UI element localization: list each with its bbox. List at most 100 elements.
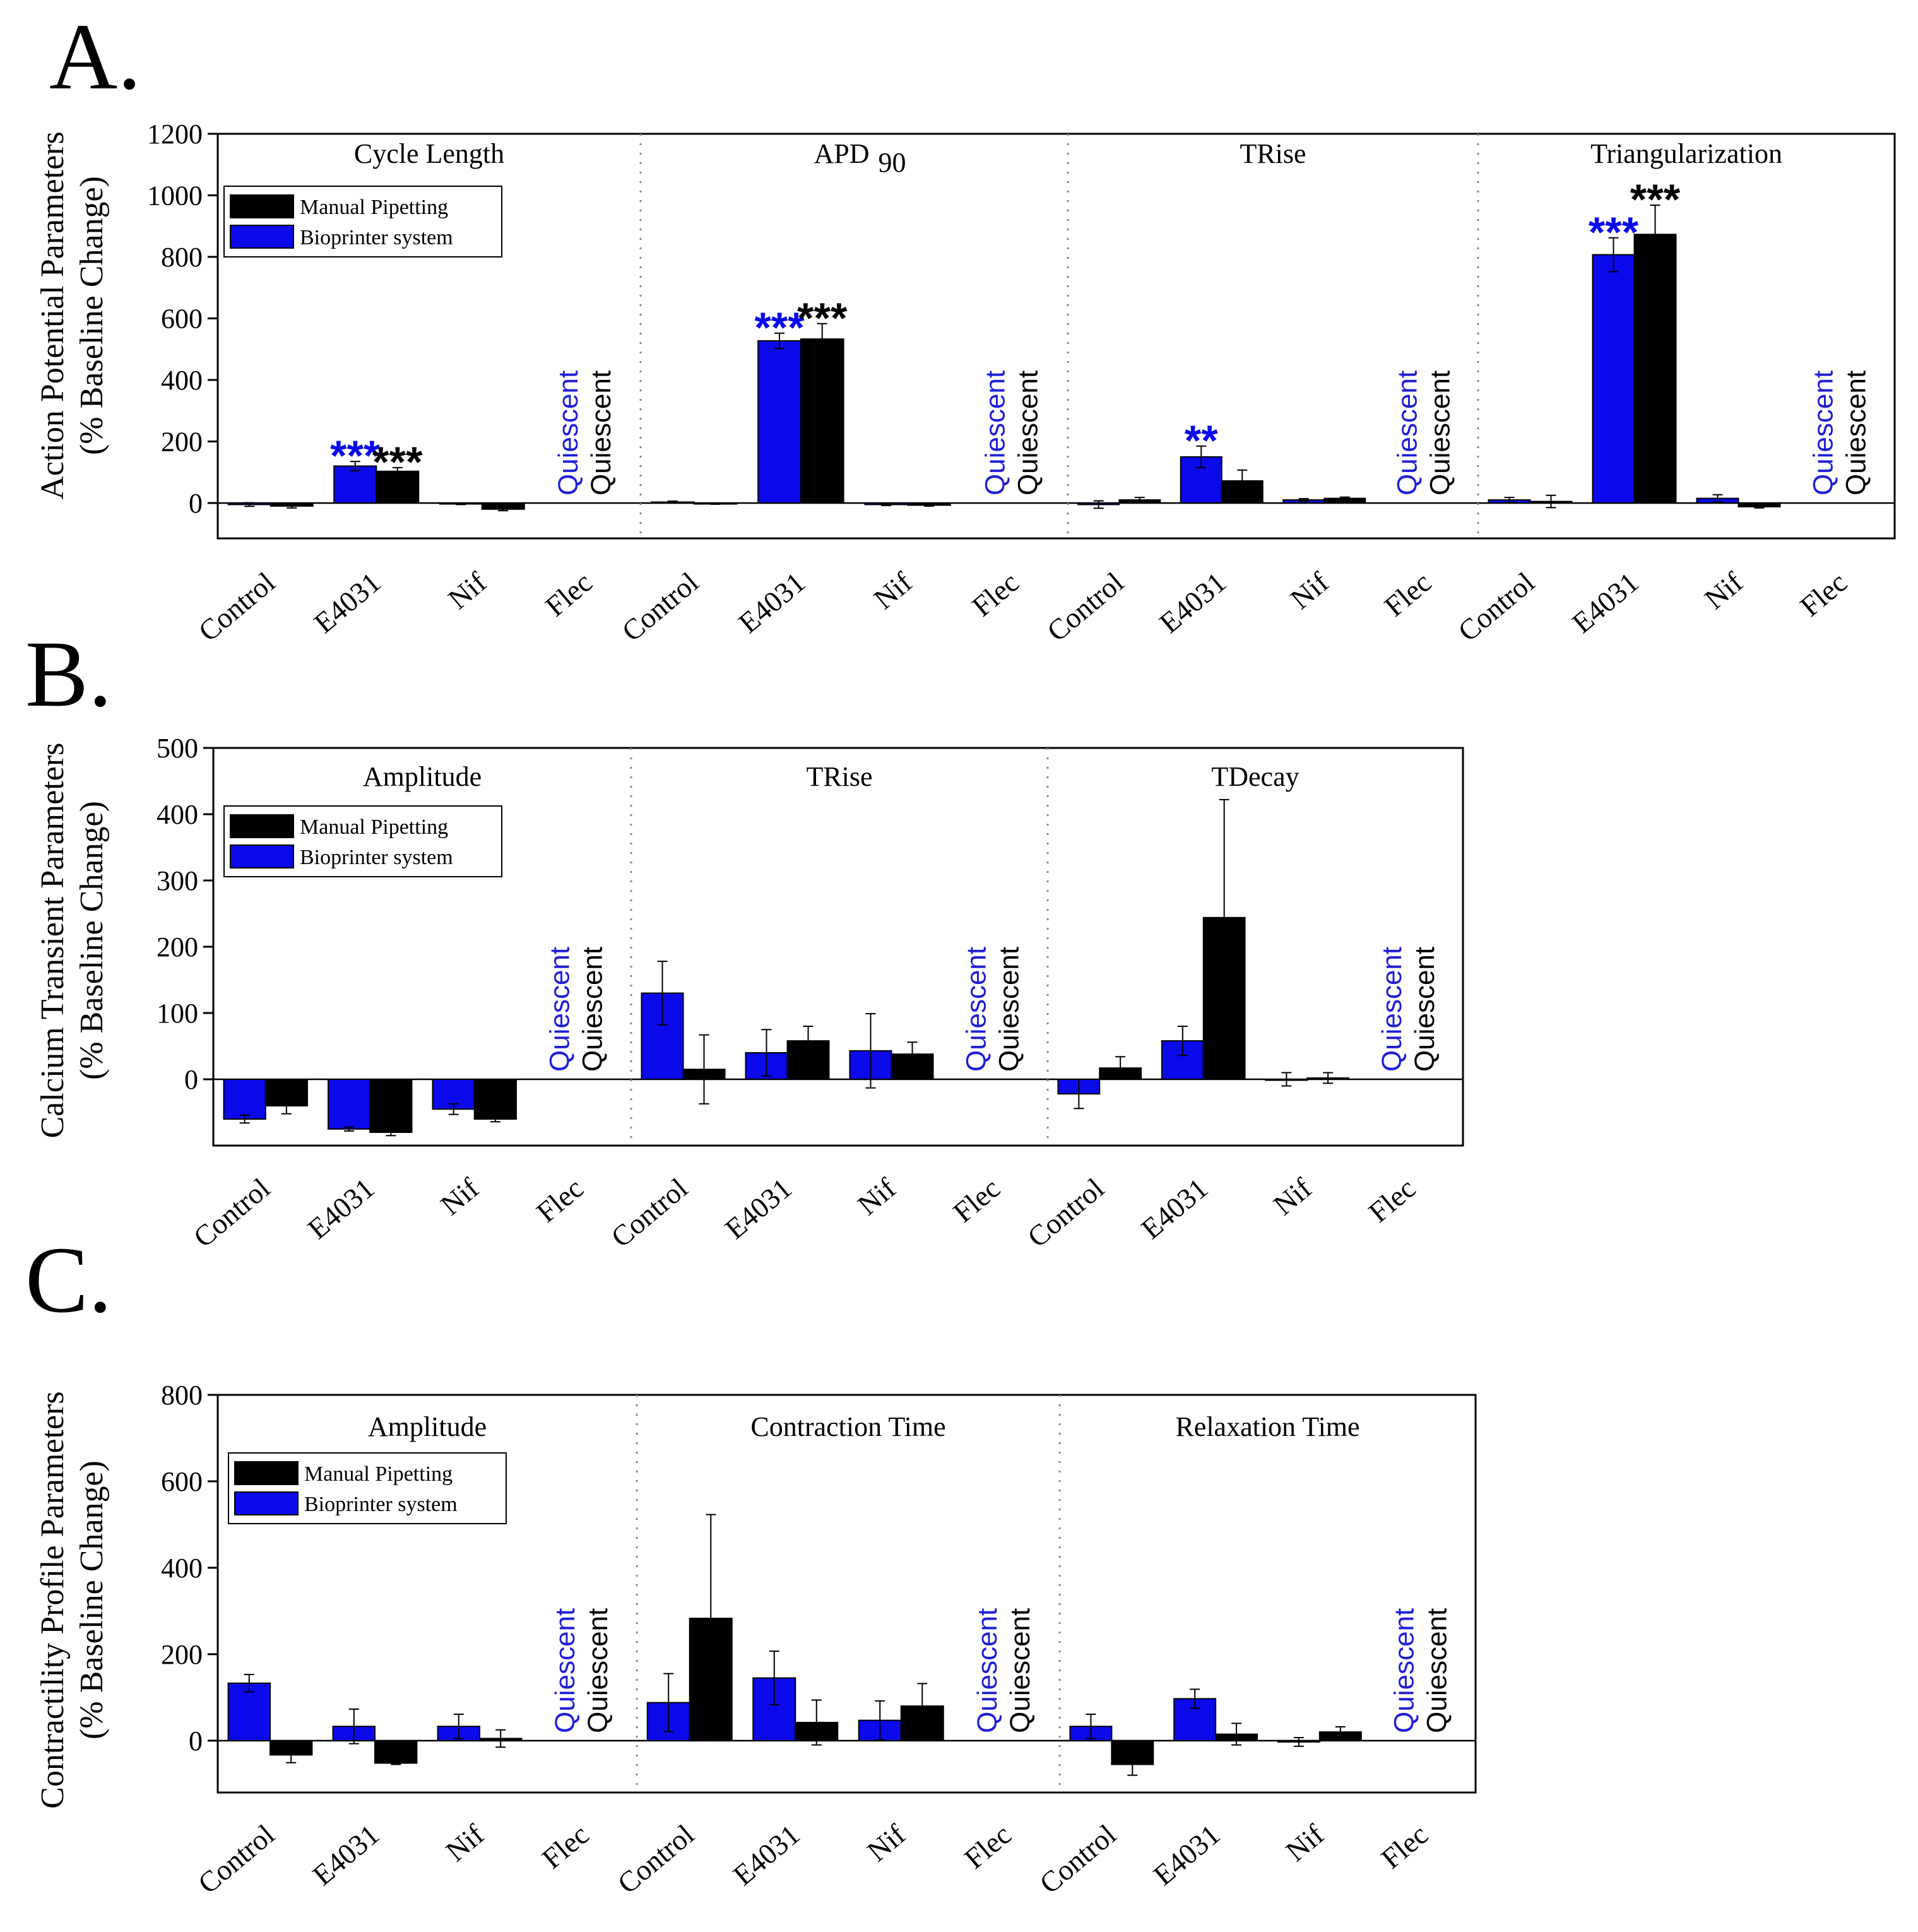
- x-tick-label: Nif: [1698, 566, 1749, 615]
- section-2: TDecay Control E4031 Nif Flec Quiescent Quiesc…: [1021, 748, 1440, 1253]
- quiescent-label-bioprinter: Quiescent: [1808, 370, 1839, 495]
- y-axis-label-line1: Contractility Profile Parameters: [35, 1391, 71, 1808]
- y-tick-label: 0: [184, 1064, 198, 1095]
- section-title: TRise: [1240, 138, 1306, 169]
- y-tick-label: 600: [161, 1466, 203, 1497]
- x-tick-label: Control: [612, 1818, 700, 1900]
- x-tick-label: Flec: [536, 1818, 595, 1875]
- y-axis-label: Calcium Transient Parameters (% Baseline …: [35, 743, 110, 1139]
- y-axis-label: Action Potential Parameters (% Baseline C…: [35, 131, 110, 499]
- quiescent-label-bioprinter: Quiescent: [972, 1608, 1003, 1733]
- x-tick-label: E4031: [719, 1172, 798, 1245]
- bioprinter-significance: ***: [330, 432, 381, 480]
- x-tick-label: Nif: [861, 1818, 911, 1868]
- x-tick-label: Control: [1021, 1172, 1110, 1253]
- legend-label-manual: Manual Pipetting: [300, 196, 448, 219]
- y-tick-label: 500: [157, 733, 198, 764]
- y-tick-label: 800: [161, 1380, 203, 1411]
- legend-swatch-manual: [230, 814, 294, 838]
- panel-1: B. Calcium Transient Parameters (% Baselin…: [25, 622, 1464, 1253]
- y-tick-label: 400: [157, 799, 198, 830]
- section-2: Relaxation Time Control E4031 Nif Flec Quiesc…: [1033, 1395, 1453, 1900]
- x-tick-label: E4031: [308, 566, 387, 639]
- x-tick-label: Nif: [1284, 566, 1335, 615]
- x-tick-label: Nif: [851, 1171, 902, 1221]
- legend-swatch-manual: [234, 1461, 299, 1485]
- x-tick-label: Flec: [1363, 1172, 1421, 1229]
- y-axis-label-line1: Calcium Transient Parameters: [35, 743, 71, 1139]
- section-title: Relaxation Time: [1175, 1411, 1359, 1442]
- quiescent-label-bioprinter: Quiescent: [961, 947, 992, 1072]
- bioprinter-significance: ***: [1589, 208, 1639, 256]
- bioprinter-significance: **: [1185, 417, 1218, 465]
- x-tick-label: Nif: [868, 566, 918, 615]
- x-tick-label: Flec: [539, 566, 598, 623]
- bioprinter-bar: [757, 340, 802, 504]
- y-tick-label: 100: [157, 998, 198, 1029]
- section-title: Amplitude: [363, 761, 482, 792]
- y-tick-label: 300: [157, 865, 198, 896]
- quiescent-label-manual: Quiescent: [577, 947, 608, 1072]
- y-axis-label-line2: (% Baseline Change): [74, 176, 110, 455]
- legend-swatch-bioprinter: [234, 1491, 299, 1515]
- quiescent-label-bioprinter: Quiescent: [544, 947, 575, 1072]
- x-tick-label: Control: [192, 1818, 280, 1900]
- section-3: Triangularization Control ****** E4031 Nif Fl…: [1452, 134, 1872, 648]
- quiescent-label-bioprinter: Quiescent: [980, 370, 1010, 495]
- quiescent-label-manual: Quiescent: [1409, 947, 1440, 1072]
- quiescent-label-manual: Quiescent: [1012, 370, 1043, 495]
- panel-2: C. Contractility Profile Parameters (% Bas…: [25, 1228, 1477, 1900]
- quiescent-label-manual: Quiescent: [1841, 370, 1872, 495]
- panel-letter: A.: [49, 4, 141, 109]
- x-tick-label: E4031: [302, 1172, 381, 1245]
- x-tick-label: Nif: [440, 1818, 490, 1868]
- section-title: Amplitude: [368, 1411, 487, 1442]
- x-tick-label: Flec: [1378, 566, 1437, 623]
- legend: Manual Pipetting Bioprinter system: [223, 186, 502, 258]
- x-tick-label: E4031: [1566, 566, 1645, 639]
- section-title: Contraction Time: [750, 1411, 945, 1442]
- section-title: TRise: [806, 761, 872, 792]
- bioprinter-bar: [223, 1079, 266, 1120]
- y-tick-label: 600: [161, 303, 203, 334]
- x-tick-label: Nif: [1267, 1171, 1318, 1221]
- manual-significance: ***: [1630, 175, 1681, 223]
- quiescent-label-manual: Quiescent: [994, 947, 1025, 1072]
- x-tick-label: E4031: [307, 1818, 386, 1892]
- x-tick-label: Nif: [434, 1171, 485, 1221]
- quiescent-label-manual: Quiescent: [1425, 370, 1456, 495]
- y-tick-label: 1000: [147, 180, 203, 211]
- quiescent-label-bioprinter: Quiescent: [550, 1608, 581, 1733]
- x-tick-label: Nif: [1280, 1818, 1330, 1868]
- x-tick-label: Control: [187, 1172, 276, 1253]
- panel-0: A. Action Potential Parameters (% Baseline…: [35, 4, 1896, 648]
- panel-letter: B.: [25, 622, 112, 726]
- x-tick-label: Flec: [958, 1818, 1017, 1875]
- x-tick-label: Control: [1041, 566, 1129, 648]
- legend-swatch-manual: [230, 194, 294, 218]
- y-tick-label: 1200: [147, 119, 203, 150]
- x-tick-label: E4031: [733, 566, 812, 639]
- quiescent-label-manual: Quiescent: [583, 1608, 613, 1733]
- y-axis-label: Contractility Profile Parameters (% Basel…: [35, 1391, 110, 1808]
- y-axis-label-line2: (% Baseline Change): [74, 1461, 110, 1739]
- y-tick-label: 800: [161, 242, 203, 273]
- section-title: TDecay: [1211, 761, 1299, 792]
- x-tick-label: Control: [1033, 1818, 1122, 1900]
- y-tick-label: 400: [161, 1553, 203, 1584]
- x-tick-label: Flec: [1375, 1818, 1434, 1875]
- legend-swatch-bioprinter: [230, 845, 294, 868]
- plot-frame: [216, 133, 1896, 540]
- x-tick-label: Flec: [947, 1172, 1005, 1229]
- section-title: Triangularization: [1590, 138, 1782, 169]
- section-title: Cycle Length: [354, 138, 504, 169]
- y-tick-label: 200: [161, 1639, 203, 1670]
- section-1: TRise Control E4031 Nif Flec Quiescent Quiesce…: [605, 748, 1025, 1253]
- bioprinter-bar: [1592, 254, 1635, 504]
- panel-letter: C.: [25, 1228, 112, 1332]
- legend-swatch-bioprinter: [230, 225, 294, 249]
- quiescent-label-bioprinter: Quiescent: [1376, 947, 1407, 1072]
- plot-frame: [216, 1394, 1477, 1794]
- manual-bar: [369, 1079, 413, 1133]
- quiescent-label-manual: Quiescent: [1422, 1608, 1453, 1733]
